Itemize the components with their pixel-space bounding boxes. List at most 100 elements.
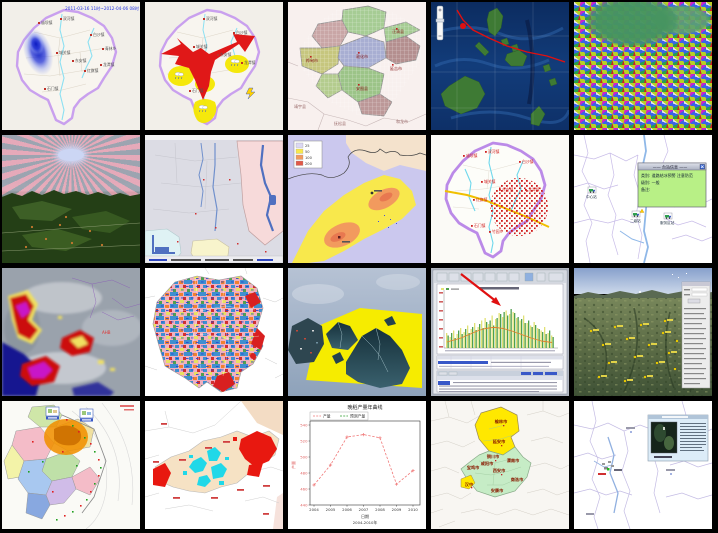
chart-legend: 产量 预测产量 [309,411,369,421]
sun-glow [58,149,84,161]
road-lines [152,142,242,214]
svg-text:庙坝镇: 庙坝镇 [41,20,53,25]
terrain [2,190,140,263]
cyan-patches [183,447,229,487]
bottom-table[interactable] [436,370,564,393]
svg-text:渭南市: 渭南市 [507,457,520,464]
svg-text:红旗镇: 红旗镇 [476,197,488,202]
svg-text:榆林市: 榆林市 [495,418,508,425]
svg-text:竹园乡: 竹园乡 [492,229,504,234]
thumbnail-county-precipitation-map[interactable]: 庙坝镇 双河镇 白沙镇 青林乡 城关镇 东安镇 红旗镇 龙潭镇 石门镇 2011… [2,2,140,130]
popup-title: —— 台站信息 —— [653,163,688,169]
svg-text:500: 500 [300,454,308,459]
movement-arrow [161,34,255,100]
thumbnail-classified-raster[interactable] [574,2,712,130]
svg-text:2010: 2010 [408,507,418,512]
province-boundary [288,148,426,180]
town-markers: 双河镇 白沙镇 城关镇 东安镇 龙潭镇 石门镇 [189,16,256,93]
station-code-label: AHB [102,330,111,335]
thumbnail-yield-line-chart[interactable]: 晚稻产量年曲线 产量 预测产量 540 520 500 480 460 440 [288,401,426,529]
river-lines [152,142,275,254]
svg-text:敦化市: 敦化市 [356,53,368,59]
thumbnail-typhoon-track-map[interactable] [431,2,569,130]
svg-text:双河镇: 双河镇 [206,16,218,21]
svg-text:桦甸市: 桦甸市 [306,57,318,63]
y-axis-label: 产量 [290,461,296,469]
thumbnail-popup-info-map[interactable]: 中心站 二级站 服务区站 —— 台站信息 —— 类别: 道路结冰预警 注意防范 … [574,135,712,263]
photo-caption-microtext [654,456,672,458]
svg-text:480: 480 [300,470,308,475]
zoom-slider[interactable] [435,5,445,41]
thumbnail-patch-distribution-map[interactable] [145,401,283,529]
toolbar[interactable] [434,271,566,283]
svg-text:宝鸡市: 宝鸡市 [467,464,480,471]
panel-list-microtext [684,308,706,385]
svg-text:2008: 2008 [375,507,385,512]
svg-text:汉中: 汉中 [465,481,473,488]
panel-button[interactable] [687,298,701,304]
chart-background [288,401,426,529]
thumbnail-earth-3d-stations[interactable] [574,268,712,396]
annotation-arrow [460,273,501,306]
thumbnail-ir-satellite-image[interactable]: AHB [2,268,140,396]
thumbnail-coastal-province-map[interactable] [2,401,140,529]
svg-text:2007: 2007 [359,507,369,512]
thumbnail-statistics-app-window[interactable] [431,268,569,396]
thumbnail-shaanxi-zone-map[interactable]: 榆林市 延安市 铜川市 咸阳市 渭南市 宝鸡市 西安市 商洛市 汉中 安康市 [431,401,569,529]
town-cluster [598,461,622,475]
svg-text:石门镇: 石门镇 [474,223,486,228]
svg-text:庙坝镇: 庙坝镇 [466,153,478,158]
zoom-in-icon[interactable] [438,8,442,12]
green-marker [607,468,610,471]
svg-text:安图县: 安图县 [356,85,368,91]
town-markers: 庙坝镇 双河镇 白沙镇 青林乡 城关镇 东安镇 红旗镇 龙潭镇 石门镇 [38,16,117,91]
admin-lines [452,162,520,210]
x-axis-sublabel: 2004-2010年 [353,520,378,525]
svg-text:2006: 2006 [342,507,352,512]
popup-text-microlines [680,423,706,451]
horizon-ridge [574,290,712,300]
photo-thumbnail[interactable] [650,421,678,454]
cloud [376,274,420,290]
fine-print [439,382,557,392]
station-markers: 中心站 二级站 服务区站 [586,186,675,225]
svg-text:200: 200 [305,162,313,166]
selected-row[interactable] [438,381,450,385]
panel-input[interactable] [691,287,708,292]
side-panel[interactable] [681,281,711,389]
admin-lines [23,29,107,93]
thumbnail-3d-flood-scene[interactable] [288,268,426,396]
station-dots [338,190,382,243]
thumbnail-gis-desktop-map[interactable] [145,135,283,263]
province-boundaries [71,277,140,321]
panel-input[interactable] [691,292,708,297]
svg-text:石门镇: 石门镇 [192,88,204,93]
raster-noise [574,2,712,130]
svg-text:西安市: 西安市 [493,467,506,474]
neighbor-lines [145,268,283,379]
thumbnail-county-warning-map[interactable]: 双河镇 白沙镇 城关镇 东安镇 龙潭镇 石门镇 [145,2,283,130]
thumbnail-photo-popup-map[interactable] [574,401,712,529]
svg-text:白沙镇: 白沙镇 [522,159,534,164]
line-series [312,433,415,487]
zoom-handle[interactable] [435,18,445,23]
mid-table[interactable] [436,355,564,370]
svg-text:红旗镇: 红旗镇 [87,68,99,73]
thumbnail-classification-map[interactable] [145,268,283,396]
selected-row[interactable] [438,361,488,364]
internal-lines [474,424,522,486]
close-icon[interactable] [699,164,705,170]
svg-text:安康市: 安康市 [491,487,504,494]
lightning-icon [245,87,256,100]
svg-text:双河镇: 双河镇 [488,149,500,154]
svg-text:50: 50 [305,150,310,154]
status-bar [145,255,283,263]
thumbnail-station-cluster-map[interactable]: 庙坝镇 双河镇 白沙镇 城关镇 东安镇 红旗镇 龙潭镇 石门镇 竹园乡 [431,135,569,263]
thumbnail-rainfall-contour-map[interactable]: 25 50 100 200 [288,135,426,263]
thumbnail-3d-terrain-flyover[interactable] [2,135,140,263]
thumbnail-hatched-county-map[interactable]: 敦化市 汪清县 安图县 桦甸市 延吉市 靖宇县 抚松县 和龙市 [288,2,426,130]
svg-text:东安镇: 东安镇 [502,187,514,192]
red-patches [153,431,277,487]
svg-text:白沙镇: 白沙镇 [93,32,105,37]
svg-text:预测产量: 预测产量 [350,414,365,419]
